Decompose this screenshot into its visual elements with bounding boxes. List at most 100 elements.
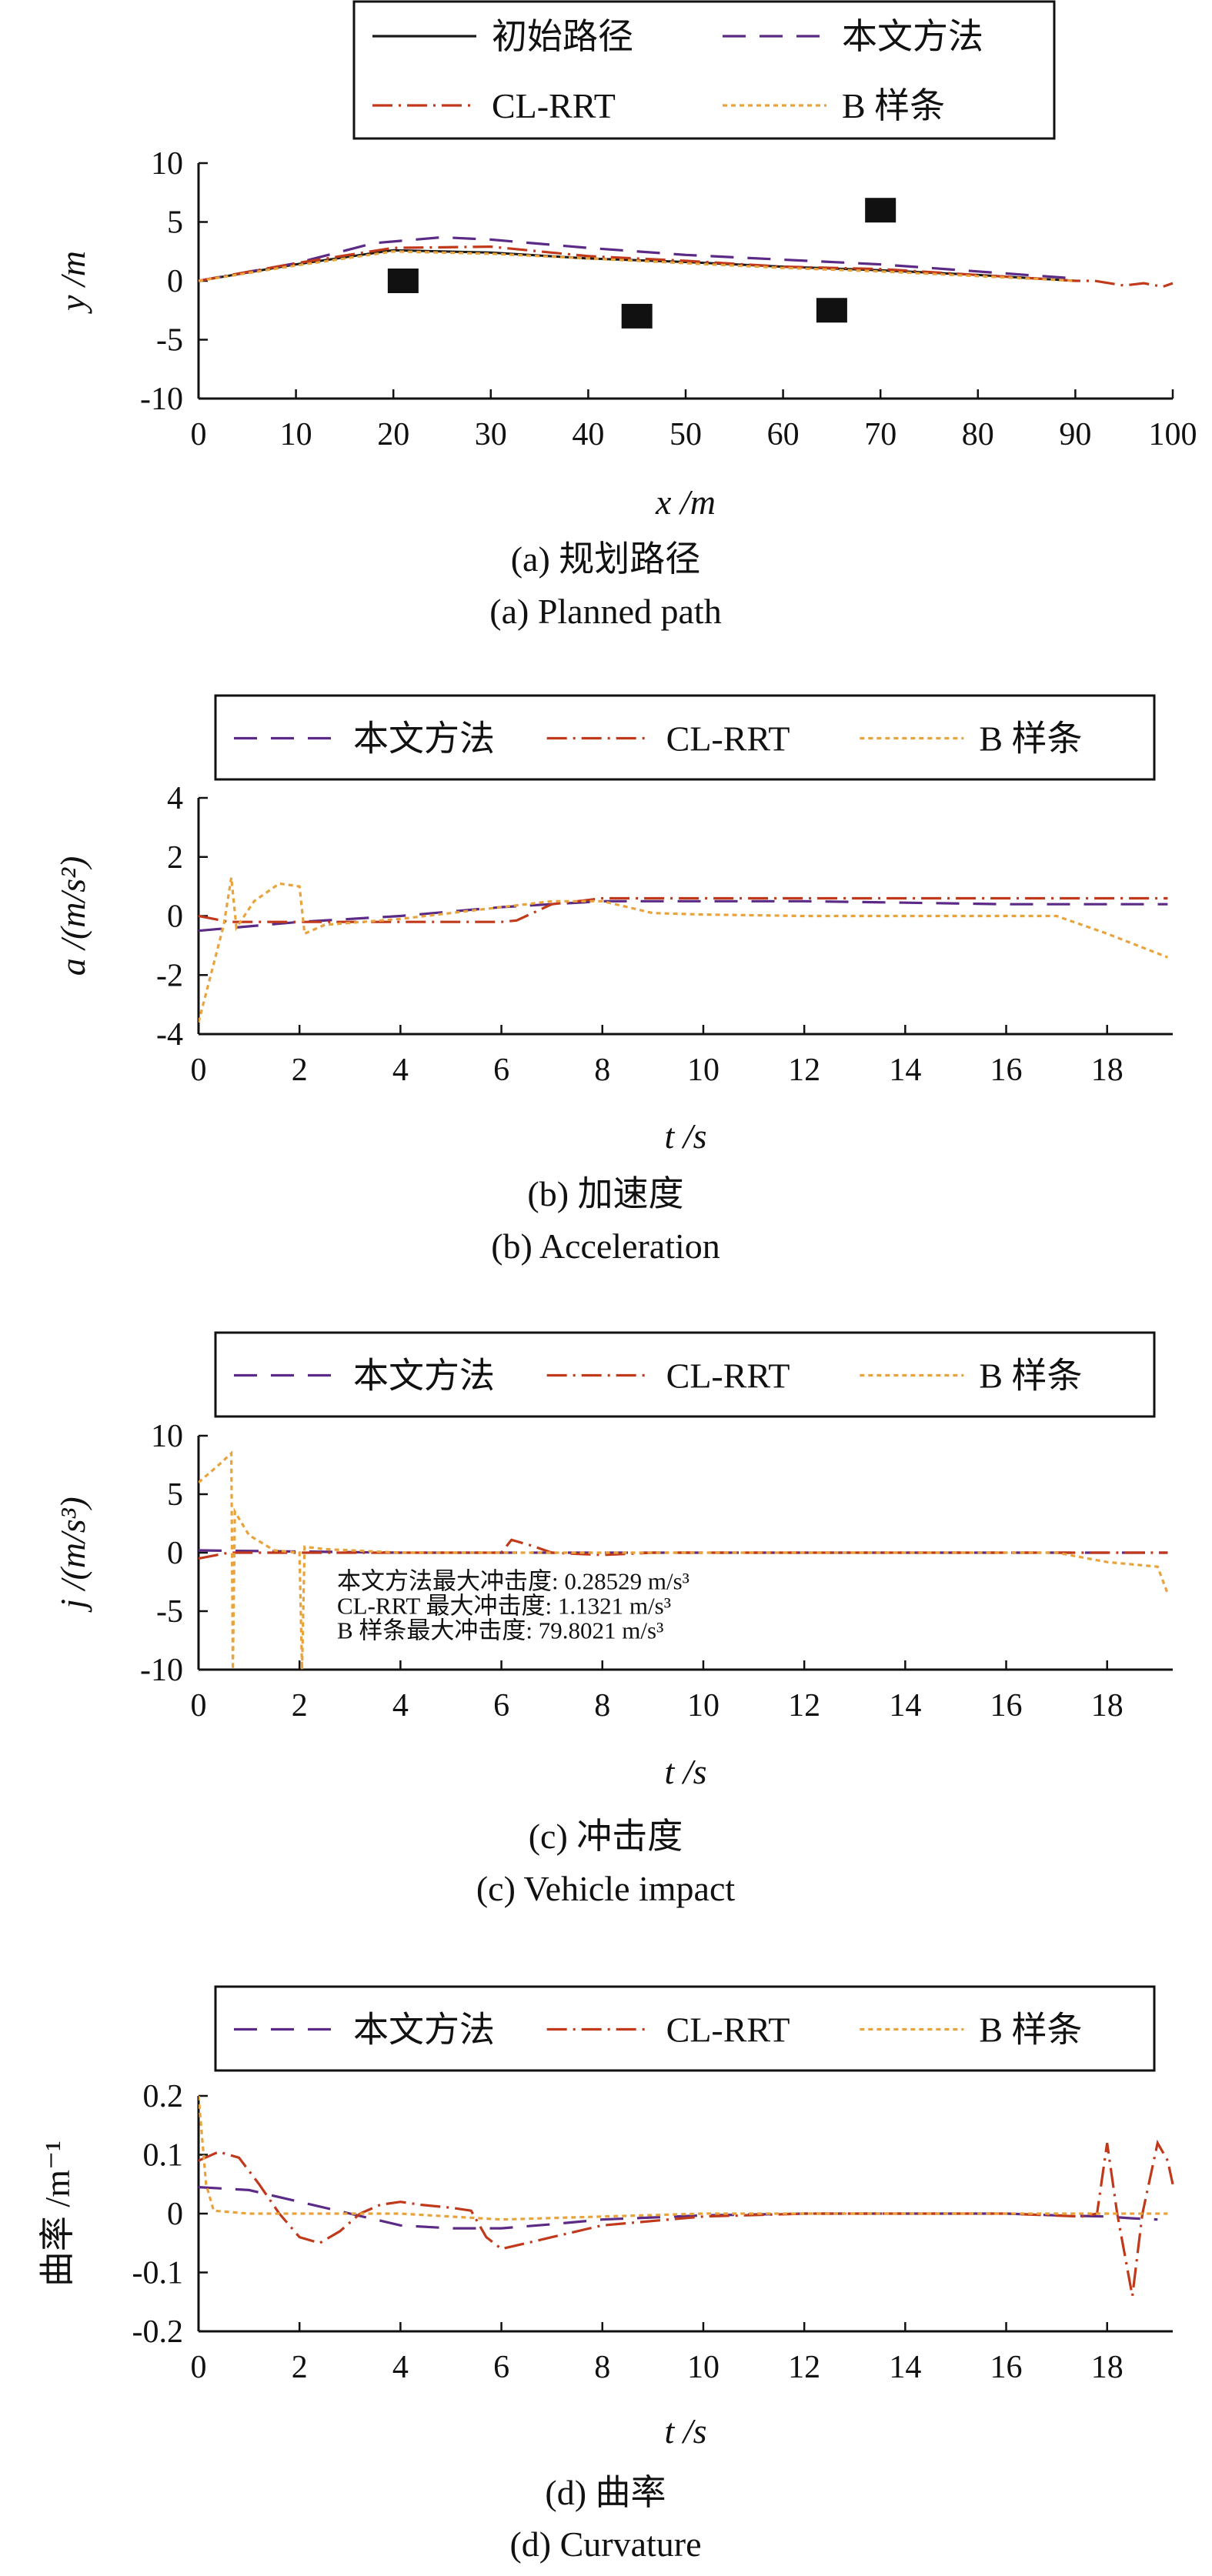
legend-label: B 样条 — [979, 719, 1082, 759]
annotation: CL-RRT 最大冲击度: 1.1321 m/s³ — [337, 1593, 671, 1620]
x-tick-label: 2 — [292, 1053, 308, 1088]
x-tick-label: 16 — [990, 1688, 1023, 1723]
series-line-CL-RRT — [199, 2139, 1174, 2297]
panel-b: 0 2 4 6 8 10 12 14 16 18 4 2 0 -2 -4 t /s a /(m/s²) 本文方法 C… — [53, 694, 1173, 1266]
x-tick-label: 0 — [191, 1053, 207, 1088]
y-tick-label: -10 — [140, 382, 183, 417]
caption-en: (c) Vehicle impact — [476, 1869, 736, 1908]
x-tick-label: 12 — [788, 1688, 820, 1723]
caption-cn: (b) 加速度 — [527, 1174, 683, 1213]
legend-box — [214, 1985, 1156, 2072]
x-tick-label: 4 — [392, 1688, 409, 1723]
y-tick-label: -4 — [156, 1017, 183, 1053]
x-tick-label: 12 — [788, 1053, 820, 1088]
x-tick-label: 10 — [687, 2350, 720, 2385]
legend-entry: CL-RRT — [546, 2010, 790, 2050]
y-tick-label: 2 — [167, 840, 183, 876]
legend-label: 本文方法 — [842, 17, 983, 56]
x-tick-label: 80 — [962, 417, 994, 452]
legend-label: 本文方法 — [353, 719, 495, 759]
series-line-本文方法 — [199, 235, 1076, 282]
caption-cn: (c) 冲击度 — [529, 1817, 683, 1856]
x-tick-label: 90 — [1059, 417, 1091, 452]
x-tick-label: 4 — [392, 2350, 409, 2385]
obstacle — [387, 269, 419, 293]
legend-entry: CL-RRT — [546, 719, 790, 759]
legend-label: 本文方法 — [353, 2010, 495, 2050]
y-tick-label: -10 — [140, 1653, 183, 1688]
legend-entry: CL-RRT — [546, 1356, 790, 1396]
series-line-B 样条 — [199, 1450, 1169, 1670]
series-line-B 样条 — [199, 877, 1168, 1023]
y-tick-label: -0.2 — [132, 2314, 184, 2350]
y-tick-label: -2 — [156, 958, 183, 993]
y-tick-label: -5 — [156, 1594, 183, 1630]
legend-entry: 本文方法 — [723, 17, 983, 56]
caption-cn: (a) 规划路径 — [511, 539, 701, 579]
y-tick-label: 0 — [167, 2197, 183, 2232]
series-line-本文方法 — [199, 899, 1168, 933]
y-tick-label: -0.1 — [132, 2256, 184, 2291]
legend-entry: B 样条 — [860, 2010, 1083, 2050]
legend-entry: 本文方法 — [234, 719, 495, 759]
x-tick-label: 60 — [767, 417, 800, 452]
y-tick-label: 4 — [167, 781, 183, 816]
x-tick-label: 6 — [493, 1053, 509, 1088]
x-tick-label: 18 — [1091, 1053, 1124, 1088]
legend-label: 本文方法 — [353, 1356, 495, 1396]
legend-entry: 本文方法 — [234, 2010, 495, 2050]
x-tick-label: 18 — [1091, 1688, 1124, 1723]
x-tick-label: 14 — [889, 1688, 921, 1723]
x-tick-label: 8 — [594, 1053, 610, 1088]
y-tick-label: 5 — [167, 1477, 183, 1513]
legend-label: CL-RRT — [666, 719, 790, 759]
legend-box — [214, 694, 1156, 781]
x-tick-label: 14 — [889, 2350, 921, 2385]
legend-entry: B 样条 — [860, 1356, 1083, 1396]
obstacle — [816, 298, 847, 323]
x-tick-label: 14 — [889, 1053, 921, 1088]
x-tick-label: 2 — [292, 1688, 308, 1723]
x-tick-label: 0 — [191, 1688, 207, 1723]
y-tick-label: -5 — [156, 323, 183, 359]
x-tick-label: 18 — [1091, 2350, 1124, 2385]
legend-entry: CL-RRT — [372, 86, 616, 125]
obstacle — [621, 303, 653, 329]
legend-entry: 本文方法 — [234, 1356, 495, 1396]
legend-box — [214, 1331, 1156, 1418]
x-axis-label: t /s — [665, 1116, 707, 1156]
x-tick-label: 100 — [1149, 417, 1197, 452]
y-tick-label: 0 — [167, 264, 183, 299]
x-tick-label: 2 — [292, 2350, 308, 2385]
legend-entry: B 样条 — [723, 86, 945, 125]
x-tick-label: 0 — [191, 417, 207, 452]
x-tick-label: 20 — [377, 417, 409, 452]
y-tick-label: 0.2 — [143, 2079, 184, 2114]
x-tick-label: 0 — [191, 2350, 207, 2385]
x-axis-label: t /s — [665, 1752, 707, 1791]
x-tick-label: 10 — [687, 1053, 720, 1088]
series-line-初始路径 — [199, 249, 1076, 282]
panel-c: 0 2 4 6 8 10 12 14 16 18 10 5 0 -5 -10 t /s j /(m/s³) 本文方… — [53, 1331, 1173, 1908]
y-tick-label: 10 — [151, 146, 183, 182]
series-line-B 样条 — [199, 2095, 1168, 2221]
legend-entry: B 样条 — [860, 719, 1083, 759]
x-tick-label: 16 — [990, 2350, 1023, 2385]
series-line-CL-RRT — [199, 245, 1174, 289]
x-tick-label: 40 — [572, 417, 604, 452]
legend-label: CL-RRT — [666, 2010, 790, 2050]
x-tick-label: 6 — [493, 1688, 509, 1723]
series-line-本文方法 — [199, 2186, 1158, 2230]
y-tick-label: 5 — [167, 205, 183, 241]
legend-label: 初始路径 — [492, 17, 633, 56]
x-tick-label: 70 — [864, 417, 896, 452]
x-tick-label: 8 — [594, 1688, 610, 1723]
x-tick-label: 6 — [493, 2350, 509, 2385]
legend-entry: 初始路径 — [372, 17, 633, 56]
annotation: B 样条最大冲击度: 79.8021 m/s³ — [337, 1617, 663, 1644]
legend-label: B 样条 — [979, 1356, 1082, 1396]
x-tick-label: 50 — [669, 417, 702, 452]
y-tick-label: 0 — [167, 899, 183, 935]
